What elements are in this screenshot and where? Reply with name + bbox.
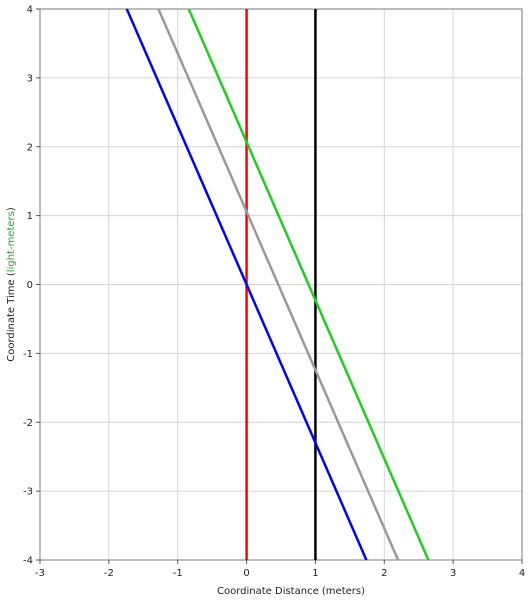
series-lines (125, 8, 430, 561)
y-axis-title-prefix: Coordinate Time ( (6, 272, 17, 362)
y-tick-label: -4 (23, 556, 33, 567)
x-tick-label: 2 (381, 568, 387, 579)
y-tick-label: -1 (23, 349, 33, 360)
series-line-3 (157, 8, 400, 561)
y-axis-title-accent: light-meters (6, 211, 17, 272)
y-axis-title-suffix: ) (6, 207, 17, 211)
y-tick-label: 1 (27, 211, 33, 222)
x-axis-title: Coordinate Distance (meters) (217, 586, 365, 597)
x-tick-label: 0 (243, 568, 249, 579)
x-tick-label: 3 (450, 568, 456, 579)
series-line-4 (187, 8, 430, 561)
x-tick-label: 4 (519, 568, 525, 579)
y-tick-label: -2 (23, 418, 33, 429)
series-line-2 (125, 8, 368, 561)
x-tick-label: -1 (173, 568, 183, 579)
x-tick-label: -3 (35, 568, 45, 579)
y-tick-label: 2 (27, 142, 33, 153)
y-tick-label: 0 (27, 280, 33, 291)
y-tick-label: 3 (27, 73, 33, 84)
y-tick-label: 4 (27, 5, 33, 16)
y-tick-label: -3 (23, 487, 33, 498)
x-tick-label: 1 (312, 568, 318, 579)
x-tick-label: -2 (104, 568, 114, 579)
y-axis-title: Coordinate Time (light-meters) (6, 207, 17, 362)
grid (39, 8, 523, 561)
